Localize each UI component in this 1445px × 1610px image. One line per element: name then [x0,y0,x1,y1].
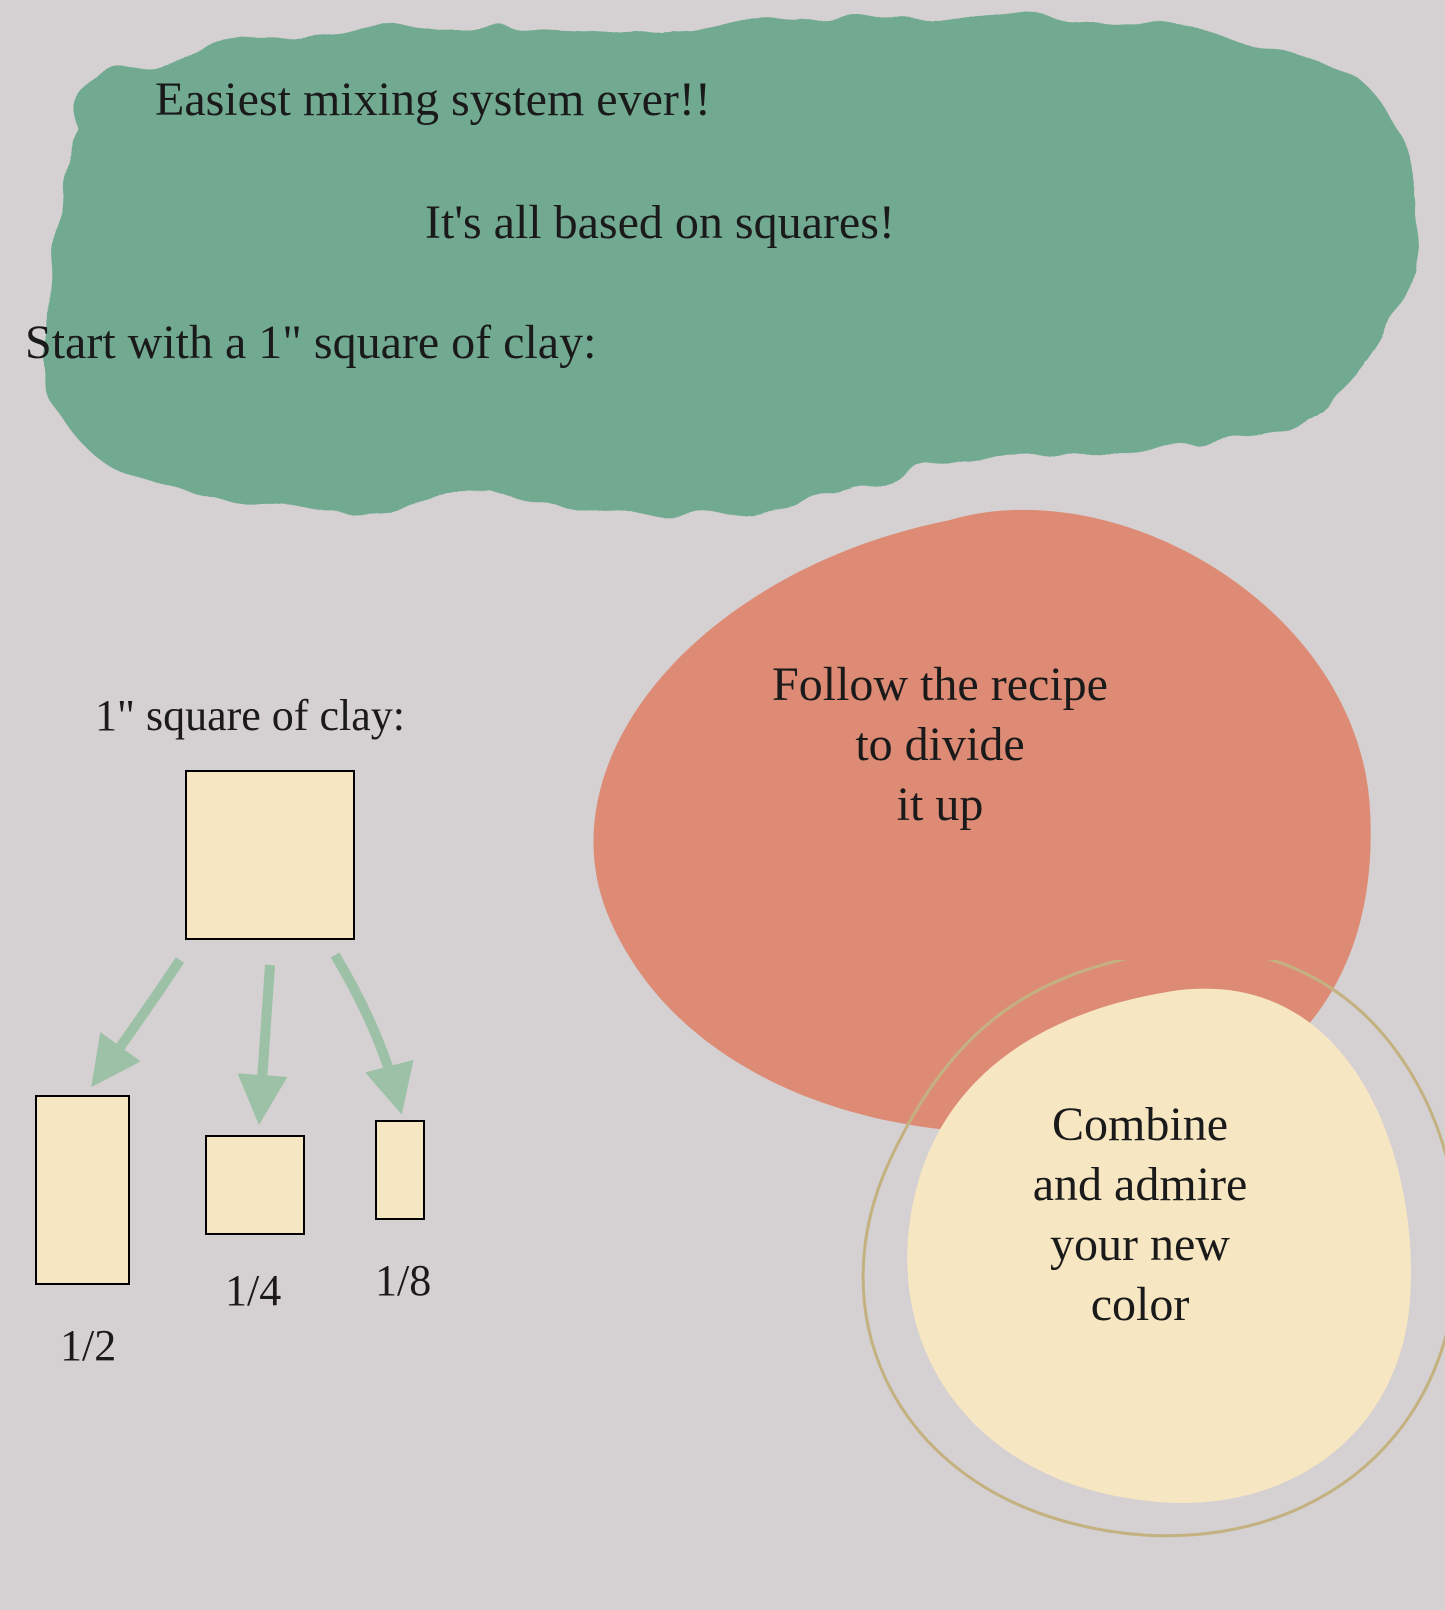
combine-line3: your new [930,1215,1350,1275]
combine-line1: Combine [930,1095,1350,1155]
headline-3: Start with a 1" square of clay: [25,315,596,370]
box-half [35,1095,130,1285]
label-half: 1/2 [60,1320,116,1371]
headline-1: Easiest mixing system ever!! [155,72,711,127]
combine-line4: color [930,1275,1350,1335]
arrow-to-quarter [260,965,270,1110]
combine-text: Combine and admire your new color [930,1095,1350,1335]
box-eighth [375,1120,425,1220]
diagram-title: 1" square of clay: [95,690,405,741]
recipe-line2: to divide [560,715,1320,775]
arrow-to-eighth [335,955,398,1100]
combine-line2: and admire [930,1155,1350,1215]
label-quarter: 1/4 [225,1265,281,1316]
label-eighth: 1/8 [375,1255,431,1306]
recipe-line3: it up [560,775,1320,835]
box-quarter [205,1135,305,1235]
recipe-text: Follow the recipe to divide it up [560,655,1320,835]
headline-2: It's all based on squares! [425,195,895,250]
arrow-to-half [100,960,180,1075]
recipe-line1: Follow the recipe [560,655,1320,715]
